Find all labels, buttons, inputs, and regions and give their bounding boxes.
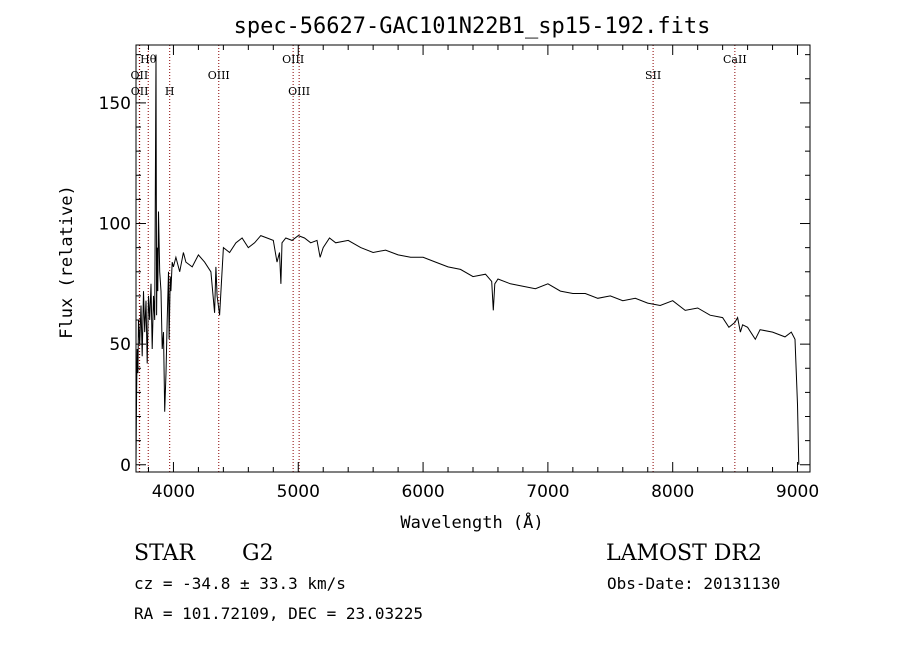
coordinates: RA = 101.72109, DEC = 23.03225 <box>134 604 423 623</box>
y-tick-label: 150 <box>99 94 131 114</box>
y-axis-label: Flux (relative) <box>57 185 77 339</box>
plot-frame <box>135 44 811 473</box>
object-class: STAR <box>134 541 196 566</box>
x-tick-label: 9000 <box>776 482 819 502</box>
line-marker-label: CaII <box>723 53 747 66</box>
x-tick-label: 6000 <box>401 482 444 502</box>
redshift-text: cz = -34.8 ± 33.3 km/s <box>134 574 346 593</box>
x-axis-ticks: 4000 5000 6000 7000 8000 9000 <box>147 45 819 502</box>
line-marker-label: SII <box>645 69 661 82</box>
object-subclass: G2 <box>242 541 274 566</box>
y-tick-label: 0 <box>120 456 131 476</box>
spectrum-line <box>135 54 800 465</box>
y-tick-label: 50 <box>109 335 131 355</box>
y-tick-label: 100 <box>99 215 131 235</box>
x-tick-label: 7000 <box>526 482 569 502</box>
x-tick-label: 5000 <box>277 482 320 502</box>
survey-name: LAMOST DR2 <box>606 541 762 566</box>
chart-title: spec-56627-GAC101N22B1_sp15-192.fits <box>234 14 711 39</box>
obs-date: Obs-Date: 20131130 <box>607 574 780 593</box>
line-marker-label: H <box>165 85 175 98</box>
x-axis-label: Wavelength (Å) <box>400 511 543 533</box>
line-marker-label: OII <box>131 85 149 98</box>
line-marker-label: Hθ <box>140 53 157 66</box>
line-marker-label: OIII <box>208 69 230 82</box>
x-tick-label: 8000 <box>651 482 694 502</box>
y-axis-ticks: 0 50 100 150 <box>99 54 810 476</box>
plot-area <box>135 54 800 465</box>
line-marker-label: OIII <box>282 53 304 66</box>
line-marker-label: OIII <box>288 85 310 98</box>
x-tick-label: 4000 <box>152 482 195 502</box>
